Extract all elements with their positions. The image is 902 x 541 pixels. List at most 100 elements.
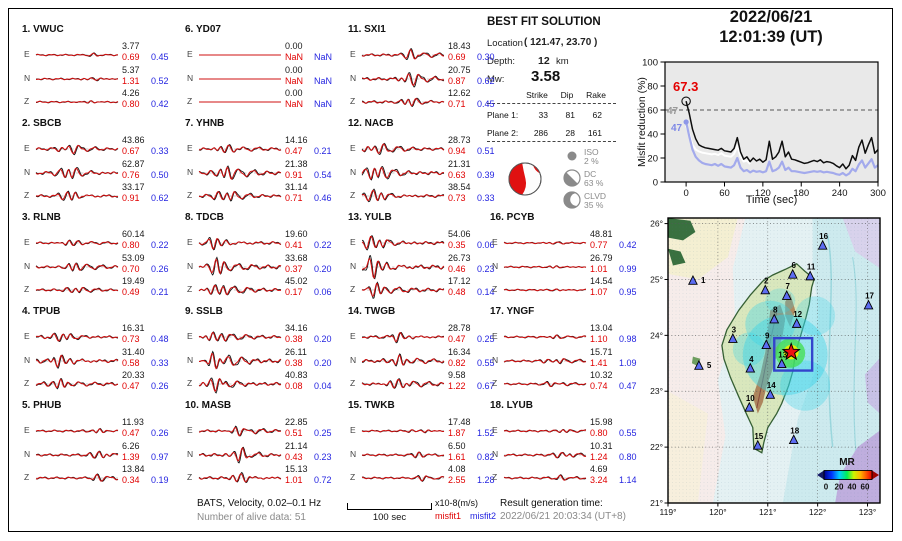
peak-amplitude: 60.14: [122, 229, 145, 239]
waveform-plot: [198, 331, 282, 342]
misfit2-value: 0.67: [477, 381, 495, 391]
waveform-synthetic: [362, 354, 445, 366]
peak-amplitude: 15.71: [590, 347, 613, 357]
component-label: Z: [187, 378, 193, 388]
peak-amplitude: 31.14: [285, 182, 308, 192]
misfit2-value: 0.97: [151, 452, 169, 462]
waveform-plot: [503, 265, 587, 269]
map-lon-label: 121°: [759, 507, 777, 517]
waveform-plot: [198, 284, 282, 296]
peak-amplitude: 40.83: [285, 370, 308, 380]
dc-icon: [563, 169, 581, 187]
misfit1-value: 0.51: [285, 428, 303, 438]
misfit2-value: 0.45: [151, 52, 169, 62]
misfit-x-axis-title: Time (sec): [745, 194, 798, 206]
start-dot-marker: [683, 119, 689, 125]
station-title: 2. SBCB: [22, 118, 62, 129]
component-label: Z: [24, 378, 30, 388]
waveform-plot: [198, 446, 282, 464]
plane1-dip: 81: [565, 110, 575, 120]
misfit1-value: 0.91: [285, 170, 303, 180]
misfit2-value: 0.14: [477, 287, 495, 297]
misfit1-value: 1.31: [122, 76, 140, 86]
component-label: Z: [24, 190, 30, 200]
component-label: N: [350, 73, 357, 83]
component-label: N: [187, 167, 194, 177]
misfit1-value: 0.94: [448, 146, 466, 156]
station-block-YD07: 6. YD07 E 0.00 NaN NaN N 0.00 NaN NaN Z 0.00 NaN NaN: [185, 22, 347, 116]
component-label: N: [187, 73, 194, 83]
waveform-synthetic: [35, 100, 119, 104]
component-label: E: [24, 237, 30, 247]
misfit1-legend: misfit1: [435, 511, 462, 521]
peak-amplitude: 21.38: [285, 159, 308, 169]
misfit2-value: 0.26: [151, 381, 169, 391]
misfit1-value: 1.87: [448, 428, 466, 438]
component-label: E: [24, 331, 30, 341]
waveform-plot: [35, 77, 119, 82]
station-block-MASB: 10. MASB E 22.85 0.51 0.25 N 21.14 0.43 0.23 Z 15.…: [185, 398, 347, 492]
map-station-number: 11: [807, 263, 816, 272]
component-label: E: [492, 331, 498, 341]
peak-amplitude: 14.16: [285, 135, 308, 145]
peak-amplitude: 20.75: [448, 65, 471, 75]
misfit1-value: 0.08: [285, 381, 303, 391]
station-block-YNGF: 17. YNGF E 13.04 1.10 0.98 N 15.71 1.41 1.09 Z 10.…: [490, 304, 652, 398]
waveform-plot: [361, 332, 445, 344]
waveform-plot: [503, 381, 587, 388]
waveform-plot: [35, 286, 119, 294]
waveform-synthetic: [198, 446, 282, 462]
waveform-plot: [361, 429, 445, 434]
misfit1-value: 0.87: [448, 76, 466, 86]
peak-amplitude: 26.73: [448, 253, 471, 263]
misfit2-value: 0.21: [151, 287, 169, 297]
peak-amplitude: 0.00: [285, 65, 303, 75]
start-circle-marker: [681, 96, 691, 106]
component-label: N: [350, 261, 357, 271]
peak-amplitude: 10.32: [590, 370, 613, 380]
waveform-plot: [199, 78, 281, 80]
component-label: E: [24, 49, 30, 59]
waveform-synthetic: [503, 265, 587, 269]
colorbar-left-arrow: [817, 470, 824, 480]
waveform-plot: [361, 72, 445, 88]
component-label: E: [187, 143, 193, 153]
misfit2-value: 0.30: [477, 52, 495, 62]
component-label: Z: [24, 96, 30, 106]
plane2-dip: 28: [565, 128, 575, 138]
component-label: N: [24, 449, 31, 459]
waveform-plot: [198, 190, 282, 202]
station-block-LYUB: 18. LYUB E 15.98 0.80 0.55 N 10.31 1.24 0.80 Z 4.6…: [490, 398, 652, 492]
depth-unit: km: [556, 56, 569, 67]
waveform-synthetic: [361, 332, 445, 343]
iso-label: ISO: [584, 147, 599, 157]
peak-amplitude: 18.43: [448, 41, 471, 51]
map-station-number: 18: [790, 426, 799, 435]
peak-amplitude: 4.69: [590, 464, 608, 474]
misfit2-value: 0.80: [619, 452, 637, 462]
waveform-synthetic: [361, 236, 445, 250]
map-station-triangle: [805, 270, 816, 281]
map-station-triangle: [769, 313, 780, 324]
misfit2-value: 0.82: [477, 452, 495, 462]
map-lon-label: 122°: [809, 507, 827, 517]
peak-amplitude: 21.31: [448, 159, 471, 169]
depth-value: 12: [538, 55, 550, 67]
map-station-triangle: [693, 359, 704, 370]
misfit1-value: NaN: [285, 99, 304, 109]
waveform-plot: [361, 378, 445, 389]
peak-amplitude: 6.26: [122, 441, 140, 451]
waveform-plot: [503, 451, 587, 459]
waveform-synthetic: [361, 257, 445, 280]
gray-start-label: 47: [667, 106, 679, 117]
station-block-PHUB: 5. PHUB E 11.93 0.47 0.26 N 6.26 1.39 0.97 Z 13.84…: [22, 398, 184, 492]
map-station-triangle: [745, 362, 756, 373]
station-block-TWGB: 14. TWGB E 28.78 0.47 0.25 N 16.34 0.82 0.55 Z 9.5…: [348, 304, 510, 398]
waveform-plot: [35, 190, 119, 201]
station-block-SXI1: 11. SXI1 E 18.43 0.69 0.30 N 20.75 0.87 0.62 Z 12.…: [348, 22, 510, 116]
location-value: ( 121.47, 23.70 ): [524, 37, 598, 48]
waveform-plot: [361, 451, 445, 459]
station-block-TDCB: 8. TDCB E 19.60 0.41 0.22 N 33.68 0.37 0.20 Z 45.0…: [185, 210, 347, 304]
component-label: E: [187, 237, 193, 247]
